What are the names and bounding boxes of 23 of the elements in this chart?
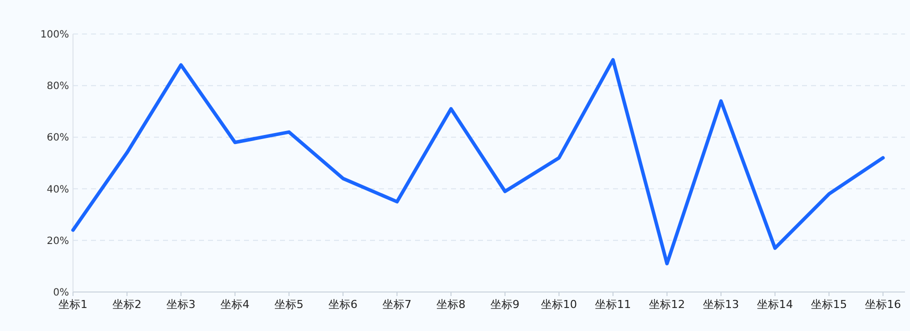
- x-tick-label: 坐标12: [649, 298, 685, 311]
- y-tick-label: 20%: [46, 236, 69, 247]
- x-tick-label: 坐标4: [220, 298, 250, 311]
- x-tick-label: 坐标14: [757, 298, 793, 311]
- x-tick-label: 坐标15: [811, 298, 847, 311]
- y-tick-label: 80%: [46, 81, 69, 92]
- y-tick-label: 60%: [46, 132, 69, 144]
- x-tick-label: 坐标13: [703, 298, 739, 311]
- y-tick-label: 40%: [46, 184, 69, 196]
- x-tick-label: 坐标9: [490, 298, 520, 311]
- x-tick-label: 坐标3: [166, 298, 196, 311]
- line-series: [71, 58, 885, 266]
- x-tick-label: 坐标1: [58, 298, 88, 311]
- x-tick-label: 坐标5: [274, 298, 304, 311]
- x-tick-label: 坐标2: [112, 298, 142, 311]
- x-tick-label: 坐标8: [436, 298, 466, 311]
- y-tick-label: 0%: [53, 288, 69, 298]
- x-tick-label: 坐标7: [382, 298, 412, 311]
- y-tick-label: 100%: [40, 30, 69, 40]
- x-tick-label: 坐标16: [865, 298, 901, 311]
- x-tick-label: 坐标11: [595, 298, 631, 311]
- x-tick-label: 坐标10: [541, 298, 577, 311]
- x-tick-label: 坐标6: [328, 298, 358, 311]
